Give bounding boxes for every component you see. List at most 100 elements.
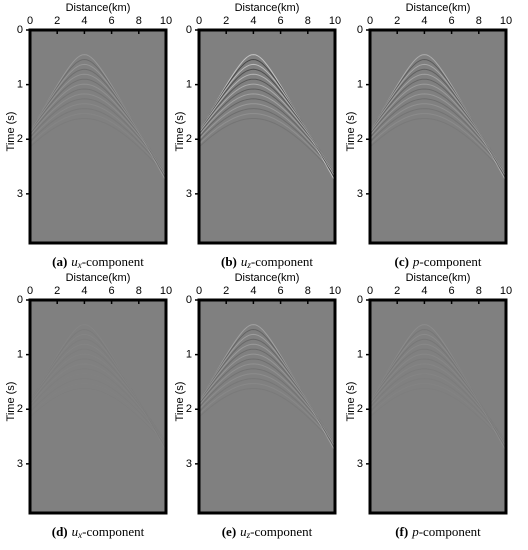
- seismic-events: [370, 54, 506, 182]
- seismic-background: [199, 300, 335, 513]
- x-tick-label: 4: [81, 15, 87, 27]
- caption: (c) p-component: [394, 254, 481, 269]
- y-tick-label: 0: [17, 294, 23, 306]
- x-tick-label: 6: [109, 285, 115, 297]
- seismic-event: [30, 54, 166, 182]
- seismic-event: [370, 113, 506, 175]
- panel-frame: [28, 28, 168, 245]
- seismic-event: [370, 88, 506, 172]
- x-tick-label: 2: [223, 15, 229, 27]
- x-tick-label: 8: [476, 285, 482, 297]
- seismic-event: [370, 353, 506, 443]
- seismic-event: [370, 54, 506, 182]
- x-axis-label: Distance(km): [66, 2, 131, 14]
- seismic-event: [370, 333, 506, 447]
- seismic-event: [199, 358, 335, 442]
- seismic-events: [30, 54, 166, 182]
- caption-symbol: u: [241, 254, 248, 269]
- caption-subscript: z: [246, 530, 251, 540]
- seismic-event: [370, 68, 506, 176]
- seismic-event: [370, 93, 506, 172]
- seismic-events: [199, 324, 335, 452]
- seismic-event: [199, 324, 335, 452]
- y-tick-label: 2: [17, 133, 23, 145]
- seismic-event: [199, 113, 335, 175]
- seismic-event: [30, 108, 166, 174]
- x-tick-label: 10: [329, 285, 341, 297]
- seismic-event: [370, 348, 506, 443]
- seismic-event: [199, 118, 335, 176]
- y-tick-label: 3: [17, 188, 23, 200]
- x-tick-label: 6: [449, 285, 455, 297]
- y-tick-label: 2: [357, 133, 363, 145]
- caption: (d) ux-component: [52, 524, 145, 540]
- seismic-event: [199, 343, 335, 444]
- seismic-background: [30, 30, 166, 243]
- panel-frame: [368, 298, 508, 515]
- seismic-event: [30, 338, 166, 446]
- y-tick-label: 3: [186, 188, 192, 200]
- caption-label: (d): [52, 524, 68, 539]
- seismic-background: [370, 300, 506, 513]
- x-tick-label: 10: [329, 15, 341, 27]
- x-axis-label: Distance(km): [235, 272, 300, 284]
- seismic-event: [199, 93, 335, 172]
- seismic-event: [370, 343, 506, 444]
- seismic-event: [370, 73, 506, 174]
- x-tick-label: 8: [476, 15, 482, 27]
- seismic-event: [199, 368, 335, 442]
- caption-suffix: -component: [251, 254, 313, 269]
- seismic-event: [30, 333, 166, 447]
- x-tick-label: 0: [367, 285, 373, 297]
- seismic-event: [370, 368, 506, 442]
- x-tick-label: 0: [27, 285, 33, 297]
- y-axis-label: Time (s): [5, 382, 17, 422]
- seismic-event: [199, 328, 335, 449]
- y-axis-label: Time (s): [345, 382, 357, 422]
- caption-suffix: -component: [82, 254, 144, 269]
- x-tick-label: 8: [136, 15, 142, 27]
- x-tick-label: 8: [305, 285, 311, 297]
- seismic-event: [370, 378, 506, 444]
- x-tick-label: 10: [500, 15, 512, 27]
- seismic-event: [199, 383, 335, 445]
- y-tick-label: 2: [186, 403, 192, 415]
- y-tick-label: 3: [17, 458, 23, 470]
- x-tick-label: 4: [250, 285, 256, 297]
- seismic-event: [30, 68, 166, 176]
- panel-frame: [368, 28, 508, 245]
- y-tick-label: 2: [17, 403, 23, 415]
- y-axis-label: Time (s): [345, 112, 357, 152]
- seismic-events: [30, 324, 166, 452]
- caption-label: (b): [221, 254, 237, 269]
- caption-label: (f): [395, 524, 408, 539]
- y-tick-label: 1: [186, 79, 192, 91]
- seismic-event: [370, 338, 506, 446]
- x-tick-label: 10: [500, 285, 512, 297]
- caption: (b) uz-component: [221, 254, 313, 270]
- x-tick-label: 0: [196, 15, 202, 27]
- x-tick-label: 4: [421, 15, 427, 27]
- seismic-event: [30, 63, 166, 177]
- x-tick-label: 6: [278, 285, 284, 297]
- seismic-event: [370, 118, 506, 176]
- x-tick-label: 2: [223, 285, 229, 297]
- x-axis-label: Distance(km): [66, 272, 131, 284]
- seismic-event: [199, 78, 335, 173]
- x-tick-label: 8: [136, 285, 142, 297]
- caption-suffix: -component: [250, 524, 312, 539]
- y-tick-label: 1: [357, 349, 363, 361]
- y-tick-label: 2: [357, 403, 363, 415]
- seismic-event: [370, 83, 506, 173]
- x-tick-label: 2: [394, 15, 400, 27]
- seismic-event: [199, 54, 335, 182]
- caption-symbol: p: [412, 254, 420, 269]
- seismic-event: [30, 103, 166, 173]
- panel-frame: [197, 298, 337, 515]
- y-axis-label: Time (s): [5, 112, 17, 152]
- caption: (f) p-component: [395, 524, 481, 539]
- x-tick-label: 0: [27, 15, 33, 27]
- seismic-background: [30, 300, 166, 513]
- x-tick-label: 4: [421, 285, 427, 297]
